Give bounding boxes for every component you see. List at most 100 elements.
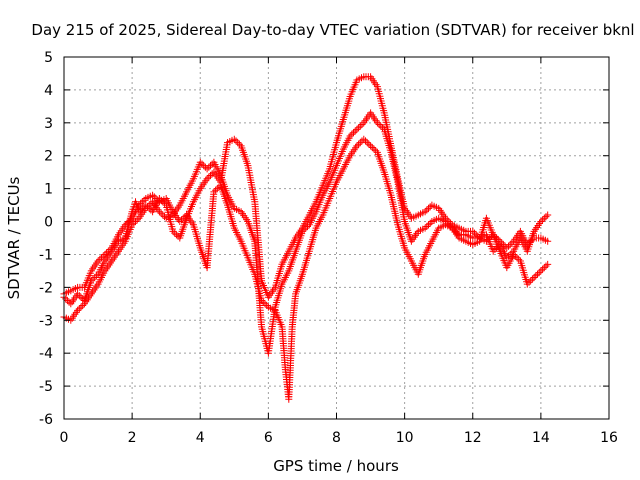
data-point-marker [505,242,512,250]
y-tick-label: -4 [39,346,53,362]
data-point-marker [62,295,70,303]
data-point-marker [355,124,363,132]
data-point-marker [98,254,105,262]
data-point-marker [133,216,141,224]
data-point-marker [368,144,376,151]
data-markers [60,73,552,403]
y-tick-label: 0 [44,215,53,231]
data-point-marker [426,219,434,227]
data-point-marker [350,129,357,137]
chart-title: Day 215 of 2025, Sidereal Day-to-day VTE… [31,21,634,39]
x-tick-label: 4 [196,430,205,446]
data-point-marker [142,204,150,212]
data-point-marker [503,244,511,252]
data-point-marker [539,265,547,273]
data-point-marker [544,237,552,245]
data-point-marker [74,306,82,314]
data-point-marker [161,213,168,221]
data-point-marker [104,247,112,255]
data-point-marker [539,216,547,224]
data-point-marker [377,122,385,130]
y-tick-label: -6 [39,412,53,428]
x-tick-label: 16 [600,430,618,446]
y-tick-label: -2 [39,280,53,296]
x-ticks: 0 2 4 6 8 10 12 14 16 [60,57,618,446]
data-point-marker [304,223,311,230]
data-point-marker [89,275,97,283]
data-point-marker [96,255,104,263]
x-tick-label: 0 [60,430,69,446]
data-point-marker [360,135,368,143]
data-point-marker [103,249,111,257]
data-point-marker [379,124,386,132]
x-tick-label: 14 [532,430,550,446]
data-point-marker [152,195,160,202]
data-point-marker [169,227,177,235]
x-tick-label: 10 [396,430,414,446]
data-point-marker [540,264,548,272]
data-point-marker [137,199,145,207]
data-point-marker [99,252,107,260]
data-point-marker [346,132,354,140]
data-point-marker [203,175,211,183]
data-point-marker [92,272,100,280]
data-point-marker [171,229,179,237]
data-point-marker [534,270,541,278]
data-point-marker [425,204,432,212]
data-point-marker [356,139,364,147]
x-tick-label: 6 [264,430,273,446]
data-series-3 [60,135,552,403]
data-point-marker [159,211,167,219]
y-axis-label: SDTVAR / TECUs [5,176,23,299]
data-point-marker [63,297,71,304]
data-point-marker [235,140,243,148]
data-point-marker [515,255,523,263]
data-point-marker [421,224,429,232]
data-point-marker [234,139,242,147]
y-tick-label: 4 [44,83,53,99]
data-point-marker [198,160,206,168]
data-point-marker [138,198,146,206]
y-gridlines [64,89,609,387]
data-point-marker [91,274,99,281]
data-point-marker [421,208,429,216]
y-tick-label: -1 [39,247,53,263]
data-point-marker [77,293,85,301]
x-tick-label: 8 [332,430,341,446]
data-point-marker [263,302,271,309]
data-point-marker [210,188,218,196]
data-point-marker [126,216,134,224]
data-point-marker [298,227,306,235]
data-point-marker [542,213,550,221]
data-point-marker [508,239,516,247]
data-point-marker [128,221,136,229]
data-point-marker [367,142,375,150]
data-point-marker [370,145,378,153]
data-point-marker [145,201,153,209]
data-point-marker [489,247,497,255]
x-axis-label: GPS time / hours [273,457,399,475]
data-point-marker [155,208,163,216]
data-point-marker [544,260,552,268]
data-point-marker [178,216,185,224]
data-point-marker [261,300,269,308]
data-point-marker [375,121,383,128]
data-point-marker [372,147,380,155]
data-point-marker [353,125,361,133]
y-tick-label: -3 [39,313,53,329]
y-tick-label: 3 [44,116,53,132]
data-point-marker [300,226,308,234]
data-point-marker [540,214,548,222]
data-point-marker [150,193,158,201]
data-point-marker [523,280,531,288]
data-point-marker [132,218,139,225]
data-point-marker [140,196,148,204]
data-point-marker [510,251,518,258]
data-point-marker [527,277,535,285]
data-point-marker [94,257,102,265]
data-point-marker [179,214,187,222]
data-point-marker [207,172,214,179]
data-point-marker [498,239,506,247]
data-point-marker [123,219,131,227]
data-point-marker [149,191,157,199]
